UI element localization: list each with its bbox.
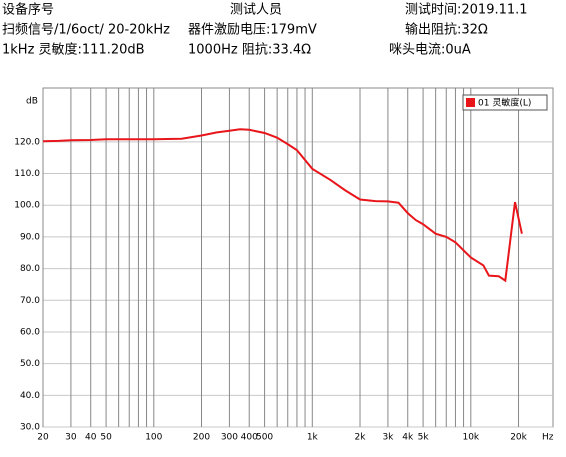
x-tick-label: 400 (241, 433, 258, 443)
y-tick-label: 70.0 (20, 296, 40, 306)
series-line (42, 128, 523, 283)
y-tick-label: 40.0 (20, 391, 40, 401)
x-tick-label: 40 (85, 433, 97, 443)
header-text: 输出阻抗:32Ω (405, 22, 488, 38)
x-axis-label: Hz (542, 433, 554, 443)
legend-swatch (466, 98, 475, 107)
x-tick-label: 300 (221, 433, 238, 443)
legend-label: 01 灵敏度(L) (478, 97, 531, 109)
header-text: 扫频信号/1/6oct/ 20-20kHz (2, 23, 170, 38)
header-text: 设备序号 (2, 2, 54, 18)
x-tick-label: 2k (355, 433, 367, 443)
plot-area (42, 87, 554, 428)
x-tick-label: 20k (510, 433, 527, 443)
x-tick-label: 5k (418, 433, 430, 443)
x-tick-label: 30 (65, 433, 77, 443)
x-tick-label: 10k (462, 433, 479, 443)
header-text: 测试时间:2019.11.1 (405, 3, 528, 18)
y-axis-label: dB (26, 97, 38, 107)
x-tick-label: 20 (37, 433, 49, 443)
header-text: 咪头电流:0uA (389, 43, 471, 58)
y-tick-label: 60.0 (20, 327, 40, 337)
header-text: 1000Hz 阻抗:33.4Ω (188, 43, 311, 58)
legend-box (462, 94, 548, 111)
y-tick-label: 110.0 (14, 169, 40, 179)
y-tick-label: 100.0 (14, 201, 40, 211)
y-tick-label: 90.0 (20, 232, 40, 242)
x-tick-label: 200 (193, 433, 210, 443)
x-tick-label: 1k (307, 433, 319, 443)
header-text: 测试人员 (230, 3, 282, 18)
y-tick-label: 120.0 (14, 137, 40, 147)
y-tick-label: 50.0 (20, 359, 40, 369)
x-tick-label: 50 (100, 433, 112, 443)
header-text: 1kHz 灵敏度:111.20dB (2, 42, 145, 58)
y-tick-label: 80.0 (20, 264, 40, 274)
x-tick-label: 4k (402, 433, 414, 443)
y-tick-label: 30.0 (20, 423, 40, 433)
header-text: 器件激励电压:179mV (188, 23, 317, 38)
x-tick-label: 500 (256, 433, 273, 443)
x-tick-label: 100 (145, 433, 162, 443)
x-tick-label: 3k (382, 433, 394, 443)
